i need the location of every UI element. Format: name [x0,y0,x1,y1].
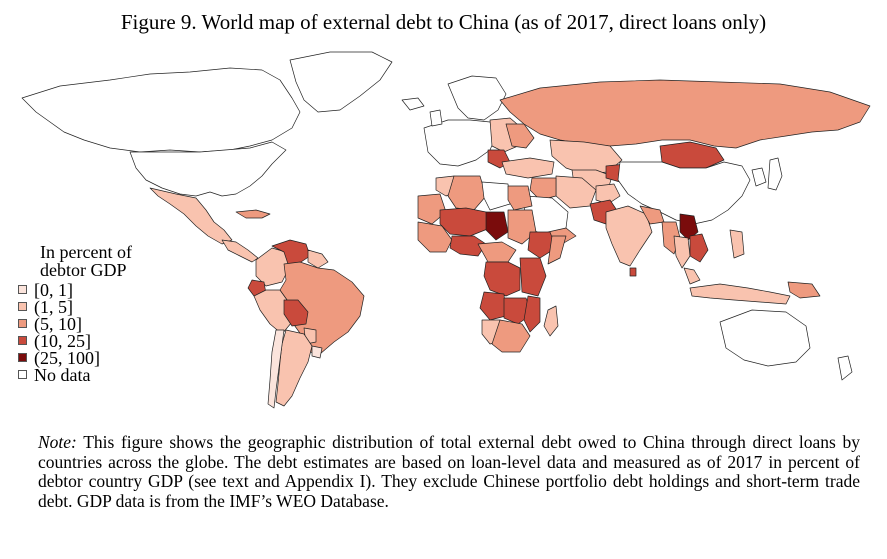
region-ethiopia [527,231,557,259]
region-madagascar [543,305,559,337]
legend-item: [0, 1] [18,279,188,300]
figure-note: Note: This figure shows the geographic d… [38,432,860,511]
world-map [21,51,871,409]
legend-label: (5, 10] [34,313,82,334]
legend-item: (10, 25] [18,330,188,351]
legend-label: (1, 5] [34,296,73,317]
region-scandinavia [447,75,507,121]
region-somalia [547,235,567,265]
legend-items: [0, 1] (1, 5] (5, 10] (10, 25] (25, 100] No d… [18,279,188,385]
region-venezuela [271,239,311,265]
legend-swatch [18,285,27,294]
map-legend: In percent of debtor GDP [0, 1] (1, 5] (5,… [18,242,188,385]
region-west-africa [417,221,453,253]
region-uruguay [311,345,323,359]
region-korea-japan [751,167,767,187]
region-greenland [289,51,393,113]
region-algeria [447,175,487,211]
region-china [617,161,751,225]
region-chad [485,211,509,241]
region-indonesia [689,283,791,305]
legend-label: (10, 25] [34,330,91,351]
legend-item: (5, 10] [18,313,188,334]
legend-label: (25, 100] [34,347,100,368]
note-label: Note: [38,432,77,452]
region-kenya-tanzania [519,257,547,297]
region-philippines [729,229,745,259]
region-malaysia [683,267,701,285]
region-central-america [221,239,259,263]
region-usa [129,141,287,197]
region-western-sahara-mauritania [417,193,447,225]
legend-title-line1: In percent of [40,242,132,262]
region-congo-drc [483,261,521,297]
region-caribbean-cuba [235,209,271,219]
region-canada-alaska [21,67,301,153]
region-uk [429,109,443,127]
legend-swatch [18,353,27,362]
region-iceland [401,97,425,111]
legend-label: [0, 1] [34,279,73,300]
region-chile [267,329,285,409]
region-mexico [149,187,233,245]
legend-swatch [18,302,27,311]
region-ghana-nigeria [449,235,487,257]
region-brazil [279,261,365,355]
region-bolivia [283,299,309,327]
region-thailand [673,235,691,269]
region-western-europe [423,119,497,167]
region-turkey [501,157,555,179]
note-text: This figure shows the geographic distrib… [38,432,860,511]
legend-swatch [18,336,27,345]
legend-swatch [18,319,27,328]
region-australia [719,309,811,367]
region-papua [787,281,821,299]
region-new-zealand [837,355,853,381]
region-cameroon-car [477,241,517,263]
region-mali-niger [439,207,491,237]
region-vietnam-cambodia [689,233,709,263]
legend-item: (25, 100] [18,347,188,368]
region-india [605,205,653,267]
region-angola [479,291,507,321]
region-libya [481,181,511,211]
figure-title: Figure 9. World map of external debt to … [120,10,767,34]
region-egypt [507,185,533,211]
region-belarus-ukraine [505,123,535,149]
legend-item: No data [18,364,188,385]
region-afghanistan [595,183,621,205]
region-sri-lanka [629,267,637,277]
legend-swatch [18,370,27,379]
legend-label: No data [34,364,91,385]
legend-title-line2: debtor GDP [40,260,127,280]
region-japan [767,157,783,191]
region-botswana-south-africa [491,319,531,353]
region-guyanas [307,249,329,269]
region-mozambique [523,295,541,333]
region-russia [499,79,871,149]
legend-item: (1, 5] [18,296,188,317]
